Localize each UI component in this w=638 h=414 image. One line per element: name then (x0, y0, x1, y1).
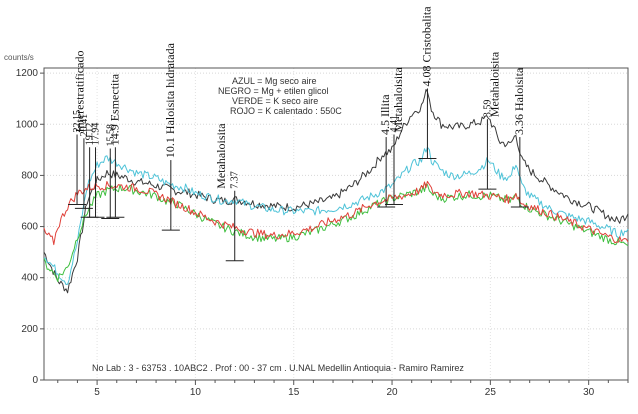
legend-entry-verde: VERDE = K seco aire (232, 96, 318, 106)
peak-label: 14.9 Esmectita (107, 73, 121, 145)
x-tick-label: 25 (485, 387, 497, 398)
legend-entry-negro: NEGRO = Mg + etilen glicol (218, 86, 329, 96)
legend-entry-azul: AZUL = Mg seco aire (232, 76, 316, 86)
y-tick-label: 0 (32, 375, 38, 386)
peak-label: 10.1 Haloisita hidratada (163, 42, 177, 158)
peak-label: 4.41 (389, 115, 400, 133)
series-line-1 (43, 146, 629, 285)
y-tick-label: 800 (21, 170, 38, 181)
series-line-0 (43, 89, 629, 294)
series-layer (43, 89, 629, 294)
peak-label: 20.41 (79, 114, 90, 137)
y-tick-label: 1000 (16, 119, 39, 130)
x-tick-label: 10 (190, 387, 202, 398)
sample-footer: No Lab : 3 - 63753 . 10ABC2 . Prof : 00 … (92, 363, 464, 373)
axis-layer: 0 200 400 600 800 1000 1200 5 10 15 20 25 30 (16, 68, 629, 398)
y-axis-label: counts/s (4, 53, 34, 62)
peak-label: Metahaloisita (487, 51, 501, 117)
x-tick-label: 15 (288, 387, 300, 398)
peak-label: Metahaloisita (391, 67, 405, 133)
series-line-3 (43, 180, 629, 246)
x-tick-label: 30 (583, 387, 595, 398)
series-line-2 (43, 183, 629, 283)
peak-label: 17.94 (91, 123, 102, 146)
y-tick-label: 200 (21, 324, 38, 335)
peak-label: 3.36 Haloisita (512, 67, 526, 135)
x-tick-label: 20 (386, 387, 398, 398)
peak-label: 22.15 (72, 110, 83, 133)
y-tick-label: 400 (21, 273, 38, 284)
peak-label: 7.37 (230, 171, 241, 189)
y-tick-label: 600 (21, 222, 38, 233)
peak-label: 15.58 (105, 124, 116, 147)
plot-frame (43, 67, 629, 381)
peak-label: 3.59 (482, 100, 493, 118)
peak-label: 4.5 Illita (378, 94, 392, 135)
x-tick-label: 5 (94, 387, 100, 398)
peak-label: 19.12 (85, 123, 96, 146)
legend: AZUL = Mg seco aire NEGRO = Mg + etilen … (218, 76, 342, 116)
peak-label: 4.08 Cristobalita (419, 6, 433, 87)
y-tick-label: 1200 (16, 68, 39, 79)
peak-label: Interestratificado (72, 51, 86, 133)
legend-entry-rojo: ROJO = K calentado : 550C (230, 106, 342, 116)
peak-label: Metahaloisita (214, 123, 228, 189)
